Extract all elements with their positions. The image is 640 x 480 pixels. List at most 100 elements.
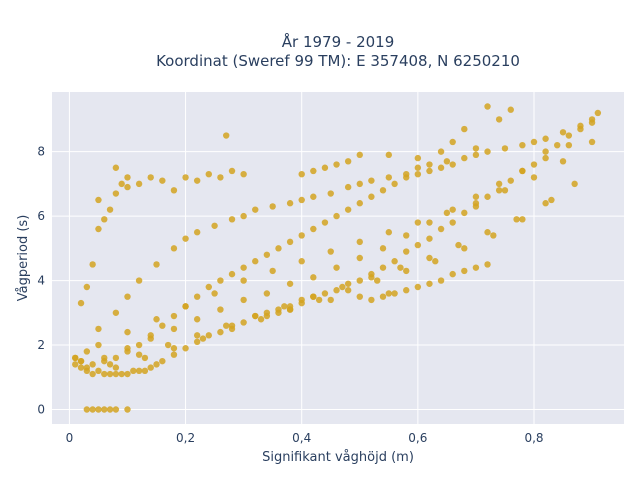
data-point bbox=[588, 138, 596, 146]
data-point bbox=[298, 258, 305, 265]
data-point bbox=[159, 177, 166, 184]
data-point bbox=[193, 332, 201, 339]
data-point bbox=[339, 283, 346, 291]
data-point bbox=[118, 370, 125, 378]
data-point bbox=[356, 254, 363, 262]
data-point bbox=[461, 125, 468, 133]
data-point bbox=[495, 187, 503, 194]
data-point bbox=[542, 154, 549, 162]
data-point bbox=[548, 196, 555, 204]
data-point bbox=[333, 287, 340, 294]
data-point bbox=[298, 170, 305, 178]
data-point bbox=[112, 309, 120, 316]
data-point bbox=[112, 190, 120, 197]
data-point bbox=[542, 135, 549, 142]
x-tick-label: 0 bbox=[66, 431, 74, 445]
data-point bbox=[379, 293, 387, 300]
data-point bbox=[217, 277, 224, 284]
data-point bbox=[461, 209, 468, 217]
data-point bbox=[344, 287, 352, 294]
data-point bbox=[426, 161, 433, 168]
data-point bbox=[124, 183, 131, 191]
data-point bbox=[199, 335, 207, 342]
data-point bbox=[112, 354, 120, 362]
data-point bbox=[495, 180, 503, 188]
data-point bbox=[426, 219, 433, 226]
data-point bbox=[269, 267, 276, 275]
data-point bbox=[321, 219, 329, 226]
data-point bbox=[344, 183, 352, 191]
data-point bbox=[519, 141, 526, 149]
data-point bbox=[437, 277, 445, 284]
x-tick-label: 0,2 bbox=[176, 431, 195, 445]
data-point bbox=[565, 141, 573, 149]
data-point bbox=[310, 293, 317, 300]
data-point bbox=[240, 264, 247, 271]
y-tick-label: 4 bbox=[37, 274, 45, 288]
data-point bbox=[124, 174, 131, 181]
data-point bbox=[391, 180, 398, 188]
data-point bbox=[461, 154, 468, 162]
data-point bbox=[298, 196, 305, 204]
data-point bbox=[89, 370, 96, 378]
data-point bbox=[519, 216, 526, 223]
data-point bbox=[379, 245, 387, 252]
data-point bbox=[472, 193, 480, 200]
data-point bbox=[101, 216, 108, 223]
data-point bbox=[112, 364, 120, 371]
data-point bbox=[240, 319, 247, 326]
data-point bbox=[437, 148, 445, 155]
data-point bbox=[83, 348, 91, 355]
data-point bbox=[426, 167, 433, 175]
data-point bbox=[356, 293, 363, 300]
x-tick-label: 0,4 bbox=[292, 431, 311, 445]
data-point bbox=[327, 296, 334, 304]
data-point bbox=[77, 364, 85, 371]
data-point bbox=[228, 167, 236, 175]
data-point bbox=[263, 290, 271, 297]
data-point bbox=[135, 367, 143, 375]
data-point bbox=[385, 229, 393, 236]
data-point bbox=[124, 293, 131, 300]
data-point bbox=[252, 312, 259, 320]
data-point bbox=[124, 406, 131, 413]
data-point bbox=[95, 341, 102, 349]
data-point bbox=[414, 219, 422, 226]
data-point bbox=[182, 174, 189, 181]
data-point bbox=[426, 280, 433, 287]
data-point bbox=[193, 316, 201, 323]
data-point bbox=[95, 325, 102, 333]
data-point bbox=[269, 203, 276, 210]
data-point bbox=[106, 361, 114, 368]
data-point bbox=[263, 312, 271, 320]
data-point bbox=[333, 264, 340, 271]
data-point bbox=[333, 212, 340, 220]
data-point bbox=[333, 161, 340, 168]
data-point bbox=[368, 193, 375, 200]
data-point bbox=[379, 264, 387, 271]
data-point bbox=[391, 258, 398, 265]
data-point bbox=[403, 287, 410, 294]
data-point bbox=[286, 306, 294, 313]
data-point bbox=[170, 245, 178, 252]
data-point bbox=[275, 309, 282, 316]
data-point bbox=[484, 103, 491, 110]
data-point bbox=[135, 180, 143, 188]
data-point bbox=[263, 251, 271, 258]
data-point bbox=[542, 200, 549, 207]
data-point bbox=[356, 151, 363, 159]
data-point bbox=[310, 193, 317, 200]
data-point bbox=[124, 328, 131, 336]
data-point bbox=[588, 119, 596, 126]
data-point bbox=[298, 299, 305, 307]
data-point bbox=[153, 316, 160, 323]
plot-area bbox=[52, 92, 624, 424]
data-point bbox=[443, 158, 451, 165]
data-point bbox=[252, 258, 259, 265]
data-point bbox=[77, 357, 85, 365]
data-point bbox=[286, 200, 294, 207]
data-point bbox=[344, 280, 352, 287]
data-point bbox=[170, 187, 178, 194]
data-point bbox=[182, 235, 189, 242]
